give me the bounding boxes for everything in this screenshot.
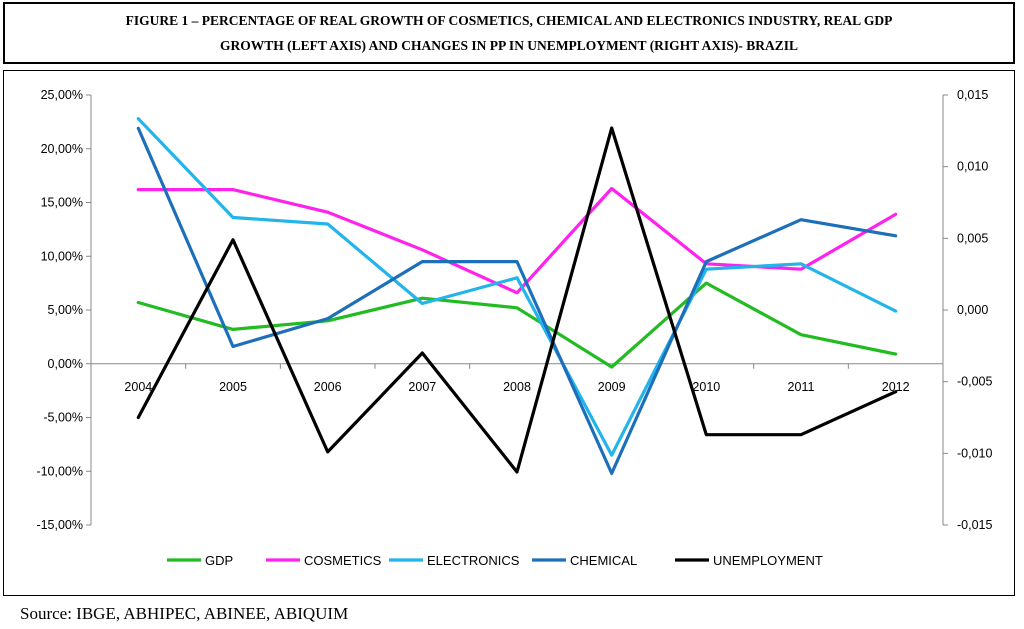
figure-title: FIGURE 1 – PERCENTAGE OF REAL GROWTH OF … <box>3 2 1015 64</box>
series-line-electronics <box>136 117 898 457</box>
right-tick-label: 0,015 <box>957 88 988 102</box>
x-tick-label: 2005 <box>219 380 247 394</box>
left-tick-label: -15,00% <box>36 518 83 532</box>
legend-label-unemployment: UNEMPLOYMENT <box>713 553 823 568</box>
left-tick-label: 20,00% <box>41 142 83 156</box>
left-tick-label: -10,00% <box>36 464 83 478</box>
right-tick-label: -0,015 <box>957 518 992 532</box>
left-tick-label: 10,00% <box>41 249 83 263</box>
legend-label-electronics: ELECTRONICS <box>427 553 520 568</box>
left-tick-label: 5,00% <box>48 303 83 317</box>
x-tick-label: 2009 <box>598 380 626 394</box>
x-tick-label: 2006 <box>314 380 342 394</box>
series-line-gdp <box>136 281 898 369</box>
figure-title-line-1: FIGURE 1 – PERCENTAGE OF REAL GROWTH OF … <box>125 13 893 28</box>
x-tick-label: 2011 <box>788 380 815 394</box>
x-tick-label: 2008 <box>503 380 531 394</box>
figure-title-line-2: GROWTH (LEFT AXIS) AND CHANGES IN PP IN … <box>220 38 798 53</box>
chart-area: 25,00% 20,00% 15,00% 10,00% 5,00% 0,00% -5,00%… <box>3 70 1015 596</box>
right-tick-label: -0,010 <box>957 446 992 460</box>
x-tick-label: 2010 <box>692 380 720 394</box>
source-note: Source: IBGE, ABHIPEC, ABINEE, ABIQUIM <box>20 604 349 623</box>
left-tick-label: 15,00% <box>41 196 83 210</box>
left-tick-label: 0,00% <box>48 357 83 371</box>
line-chart: 25,00% 20,00% 15,00% 10,00% 5,00% 0,00% -5,00%… <box>36 88 992 568</box>
x-tick-label: 2012 <box>882 380 910 394</box>
left-tick-label: -5,00% <box>43 411 83 425</box>
legend-label-chemical: CHEMICAL <box>570 553 637 568</box>
series-line-unemployment <box>136 126 898 474</box>
x-tick-label: 2004 <box>124 380 152 394</box>
right-tick-label: 0,000 <box>957 303 988 317</box>
x-tick-label: 2007 <box>408 380 436 394</box>
series-line-cosmetics <box>136 186 898 295</box>
series-line-chemical <box>136 126 898 475</box>
legend-label-cosmetics: COSMETICS <box>304 553 382 568</box>
right-tick-label: 0,005 <box>957 231 988 245</box>
legend-label-gdp: GDP <box>205 553 233 568</box>
right-tick-label: 0,010 <box>957 160 988 174</box>
left-tick-label: 25,00% <box>41 88 83 102</box>
right-tick-label: -0,005 <box>957 375 992 389</box>
